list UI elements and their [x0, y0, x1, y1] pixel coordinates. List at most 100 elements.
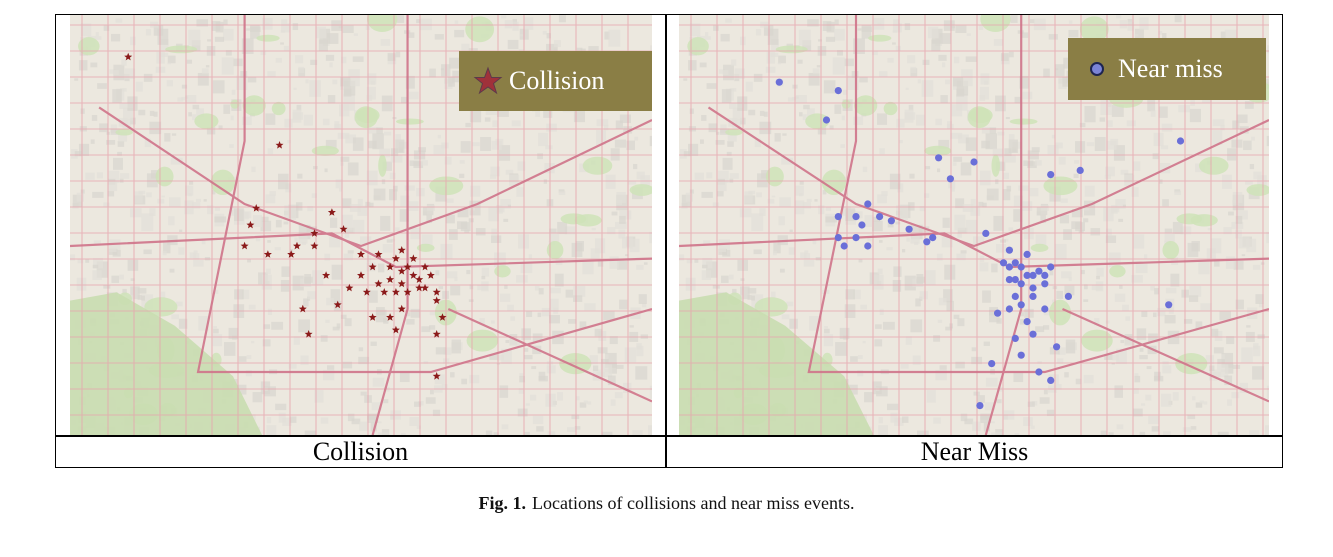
near-miss-marker [1011, 276, 1019, 284]
near-miss-marker [970, 158, 978, 166]
collision-marker [432, 288, 441, 296]
near-miss-marker [1041, 280, 1049, 288]
collision-marker [304, 330, 313, 338]
near-miss-marker [864, 200, 872, 208]
highways [679, 15, 1269, 435]
park-area [242, 95, 266, 116]
near-miss-marker [1047, 263, 1055, 271]
park-area [805, 113, 830, 129]
near-miss-marker [1005, 246, 1013, 254]
park-area [629, 184, 652, 196]
star-icon [473, 66, 503, 95]
park-area [821, 169, 847, 196]
park-area [367, 15, 398, 33]
collision-caption: Collision [312, 437, 409, 466]
near-miss-marker [1029, 271, 1037, 279]
near-miss-marker [1011, 292, 1019, 300]
near-miss-marker [1017, 263, 1025, 271]
park-area [1043, 176, 1078, 196]
collision-marker [386, 262, 395, 271]
park-area [210, 169, 236, 196]
near-miss-marker [1176, 137, 1185, 145]
collision-marker [322, 271, 331, 279]
near-miss-marker [1017, 301, 1025, 309]
park-area [1079, 16, 1109, 43]
near-miss-marker [858, 221, 866, 229]
figure-table: Collision Near miss Collision Near Miss [55, 14, 1283, 468]
near-miss-markers [775, 78, 1185, 410]
collision-marker [380, 288, 389, 296]
near-miss-marker [1047, 171, 1055, 179]
park-area [311, 145, 339, 156]
collision-marker [415, 275, 424, 283]
near-miss-marker [923, 238, 931, 246]
near-miss-marker [1041, 305, 1049, 313]
near-miss-marker [1029, 292, 1037, 300]
park-area [1030, 243, 1049, 253]
figure-caption: Fig. 1. Locations of collisions and near … [0, 493, 1333, 514]
mountain-park [70, 292, 263, 435]
collision-marker [333, 300, 342, 309]
collision-marker [357, 250, 365, 258]
near-miss-marker [1023, 318, 1031, 326]
near-miss-marker [864, 242, 872, 250]
collision-marker [240, 241, 249, 250]
park-area [1109, 265, 1126, 278]
park-area [165, 45, 198, 54]
park-area [1162, 240, 1180, 260]
collision-marker [310, 241, 319, 250]
park-area [1049, 299, 1071, 326]
park-area [841, 99, 851, 109]
collision-marker [409, 271, 418, 279]
highways [70, 15, 652, 435]
near-miss-marker [946, 175, 954, 183]
near-miss-marker [1053, 343, 1061, 351]
collision-legend-label: Collision [509, 66, 605, 95]
collision-marker [246, 220, 255, 229]
park-area [546, 240, 564, 260]
park-area [574, 214, 602, 227]
collision-marker [374, 250, 383, 258]
park-area [582, 156, 613, 175]
park-area [494, 265, 511, 278]
collision-marker [432, 330, 441, 338]
near-miss-caption: Near Miss [920, 437, 1029, 466]
near-miss-marker [1029, 330, 1037, 338]
near-miss-marker [1047, 376, 1055, 384]
near-miss-marker [834, 234, 842, 242]
park-area [155, 166, 174, 187]
near-miss-marker [905, 225, 913, 233]
park-area [416, 243, 435, 253]
near-miss-marker [1165, 301, 1173, 309]
near-miss-marker [822, 116, 831, 124]
collision-marker [432, 372, 441, 380]
near-miss-marker [834, 213, 842, 221]
near-miss-marker [1023, 250, 1031, 258]
collision-marker [397, 279, 406, 288]
park-area [395, 118, 424, 125]
near-miss-legend: Near miss [1068, 38, 1266, 100]
park-area [230, 99, 240, 109]
near-miss-marker [852, 213, 860, 221]
collision-marker [310, 229, 319, 237]
collision-marker [391, 325, 400, 334]
near-miss-marker [834, 87, 842, 95]
collision-marker [345, 283, 354, 292]
collision-legend: Collision [459, 51, 652, 111]
park-area [378, 154, 387, 177]
park-area [78, 37, 100, 56]
collision-marker [397, 246, 406, 254]
mountain-park [679, 292, 874, 435]
park-area [967, 106, 991, 129]
park-area [194, 113, 219, 129]
near-miss-marker [1005, 276, 1013, 284]
near-miss-marker [1005, 305, 1013, 313]
park-area [115, 129, 133, 136]
vertical-divider [665, 15, 667, 467]
park-area [465, 16, 495, 43]
near-miss-marker [1023, 271, 1031, 279]
collision-marker [357, 271, 365, 279]
park-area [754, 297, 788, 317]
horizontal-divider [56, 435, 1282, 437]
collision-marker [275, 141, 284, 149]
